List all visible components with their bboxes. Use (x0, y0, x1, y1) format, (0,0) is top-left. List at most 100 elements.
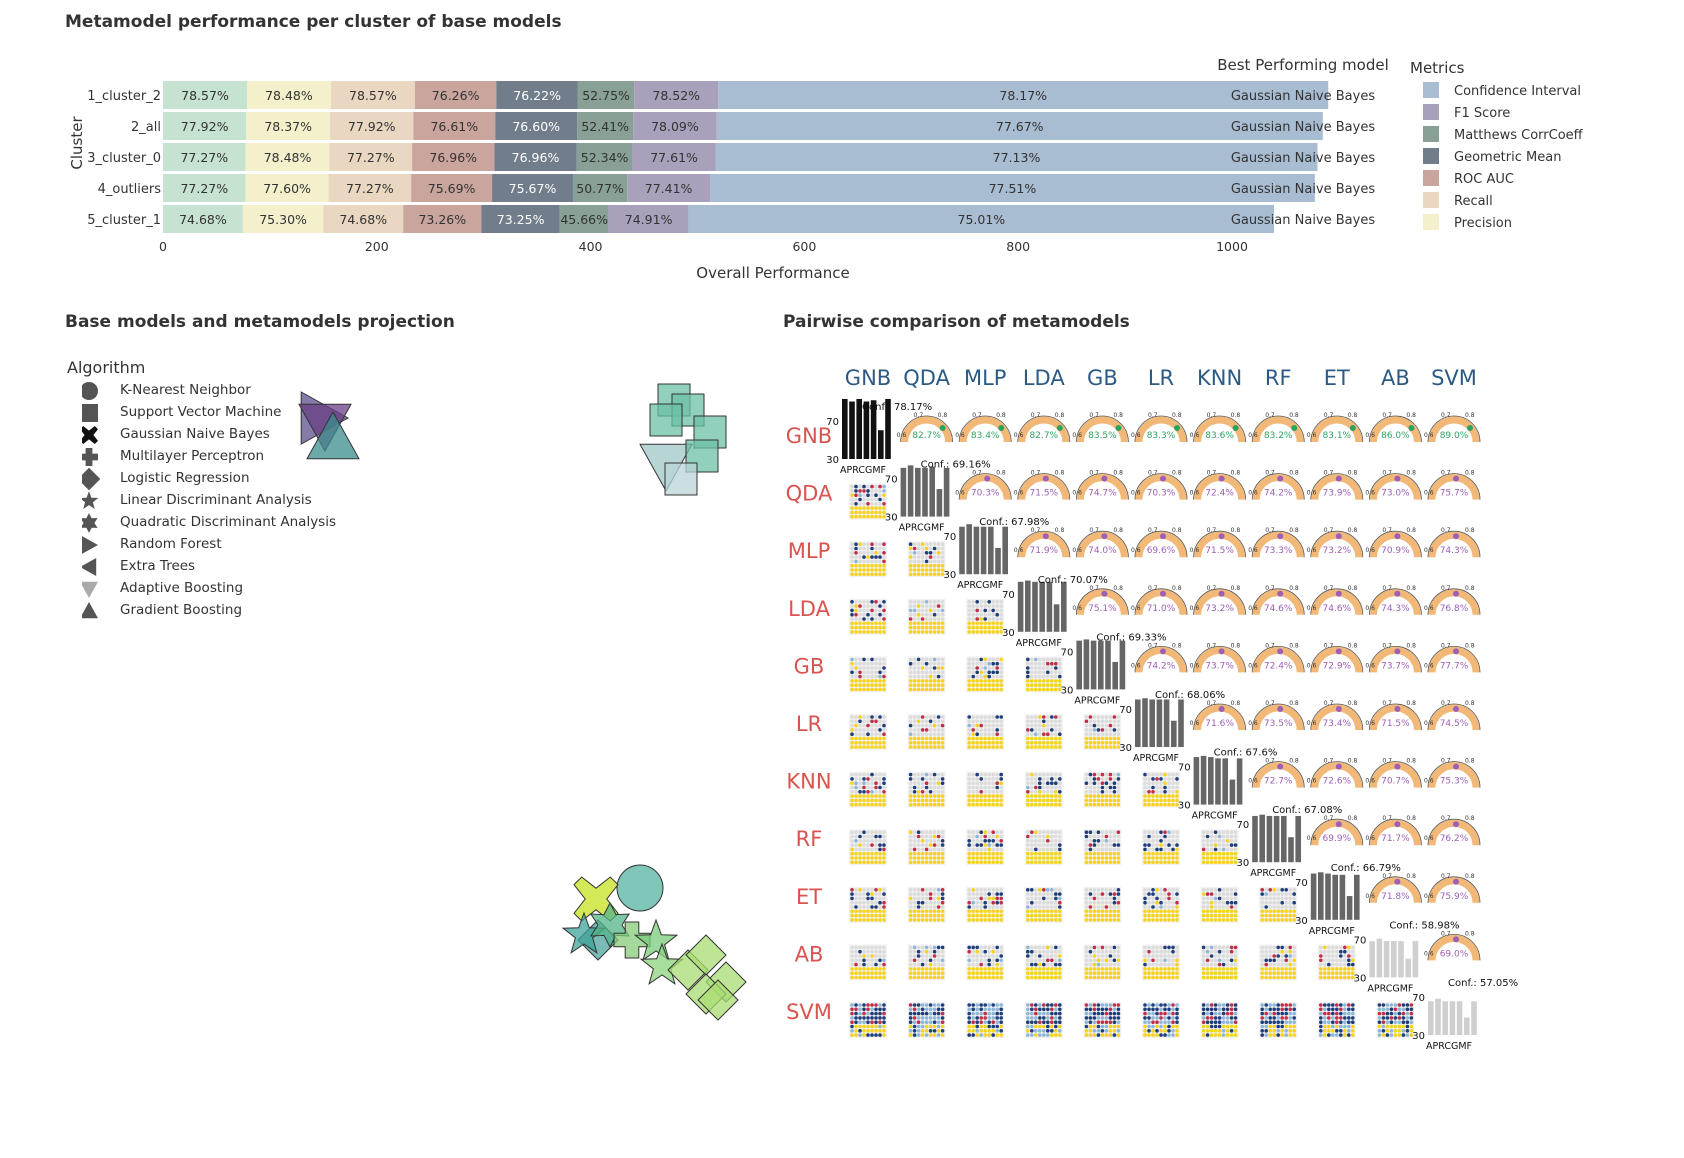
dot (1209, 860, 1214, 865)
dot (975, 896, 979, 901)
dot (858, 896, 862, 901)
dot (1319, 1007, 1323, 1012)
dot (928, 777, 933, 781)
dot (979, 900, 983, 905)
dot (1147, 918, 1151, 922)
dot (858, 802, 862, 807)
bar-data-label: 52.41% (581, 119, 629, 134)
dot (1026, 971, 1030, 975)
dot (874, 830, 878, 834)
gauge-outline (1427, 646, 1481, 673)
dot (1116, 847, 1121, 852)
dot (983, 1020, 987, 1024)
dot (912, 843, 917, 847)
dot (967, 745, 971, 749)
dot (1401, 1024, 1406, 1029)
dot (971, 777, 975, 781)
dot (1050, 715, 1054, 719)
dot (1264, 1020, 1268, 1024)
dot (1327, 945, 1331, 950)
dot (1026, 741, 1030, 745)
dot (1343, 1016, 1347, 1020)
dot (1042, 971, 1046, 975)
dot (1034, 790, 1038, 794)
gauge-outline (1310, 473, 1364, 500)
gauge-value: 72.9% (1323, 661, 1352, 671)
dot (866, 945, 870, 950)
dot (862, 918, 866, 922)
dot-matrix-cell (849, 656, 887, 693)
dot (1276, 954, 1280, 958)
dot (924, 1020, 929, 1024)
dot (1288, 945, 1292, 950)
dot (987, 670, 991, 675)
dot (975, 971, 979, 975)
dot (1323, 1033, 1327, 1037)
dot (1159, 949, 1163, 954)
dot (920, 551, 925, 555)
dot (1175, 847, 1179, 852)
dot (1108, 954, 1113, 958)
dot (862, 621, 866, 626)
dot (920, 661, 925, 666)
dot (924, 949, 929, 954)
dot (971, 949, 975, 954)
dot (1147, 958, 1151, 963)
gauge-tick-label: 0.8 (1113, 412, 1123, 419)
dot (854, 945, 858, 950)
gauge-marker (1174, 425, 1180, 431)
dot (878, 502, 882, 506)
dot (940, 958, 945, 963)
diag-bar (943, 467, 950, 517)
dot (866, 802, 870, 807)
dot (1280, 1024, 1284, 1029)
dot (854, 1003, 858, 1007)
dot (1167, 945, 1171, 950)
dot (936, 625, 941, 630)
dot (874, 790, 878, 794)
dot (1026, 860, 1030, 865)
dot (870, 666, 874, 670)
dot (1054, 666, 1058, 670)
dot (1288, 1024, 1292, 1029)
dot (1213, 954, 1218, 958)
gauge-value: 71.9% (1030, 546, 1059, 556)
dot (874, 945, 878, 950)
dot (866, 670, 870, 675)
dot (1221, 975, 1226, 980)
dot (1171, 888, 1175, 892)
bar-segment (492, 174, 573, 202)
dot (1217, 851, 1222, 856)
dot (916, 958, 921, 963)
dot (975, 1016, 979, 1020)
dot (1163, 798, 1167, 803)
dot (1042, 719, 1046, 724)
dot (991, 1033, 995, 1037)
dot (936, 723, 941, 728)
diag-bar (980, 526, 987, 575)
dot (858, 604, 862, 608)
dot-matrix-cell (1024, 714, 1063, 750)
dot (916, 625, 921, 630)
dot (983, 674, 987, 679)
legend-swatch (1423, 192, 1439, 208)
dot (870, 502, 874, 506)
gauge-tick-label: 0.7 (1441, 700, 1451, 707)
gauge-tick-label: 0.8 (1406, 758, 1416, 765)
dot (1108, 1007, 1113, 1012)
dot (1116, 736, 1121, 741)
dot (1389, 1003, 1394, 1007)
dot (1030, 674, 1034, 679)
dot (924, 661, 929, 666)
dot (866, 975, 870, 980)
dot (1104, 847, 1109, 852)
dot-matrix-cell (1083, 886, 1122, 923)
dot (1264, 945, 1268, 950)
dot (1026, 802, 1030, 807)
gauge-tick-label: 0.6 (1248, 662, 1258, 669)
dot (975, 728, 979, 732)
gauge-tick-label: 0.6 (1072, 432, 1082, 439)
dot (928, 657, 933, 662)
dot (1054, 971, 1058, 975)
